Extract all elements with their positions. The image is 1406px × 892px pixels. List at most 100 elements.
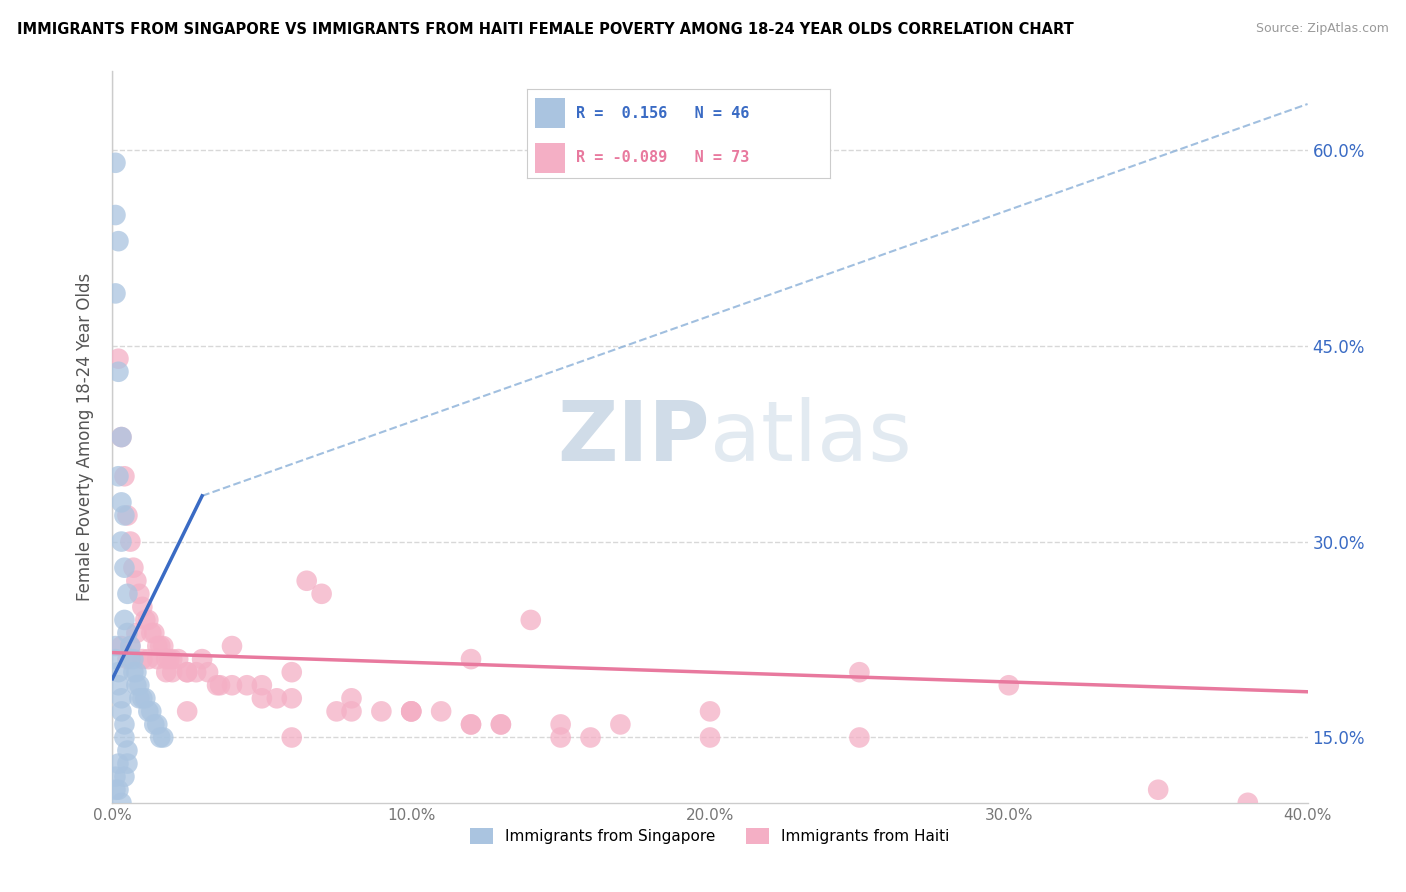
- FancyBboxPatch shape: [534, 143, 565, 173]
- Point: [1147, 782, 1170, 797]
- Point: [122, 560, 145, 574]
- Point: [848, 731, 870, 745]
- Point: [149, 639, 172, 653]
- Point: [699, 705, 721, 719]
- Point: [176, 665, 198, 680]
- Point: [1237, 796, 1260, 810]
- Point: [107, 678, 129, 692]
- Text: ZIP: ZIP: [558, 397, 710, 477]
- Point: [120, 639, 142, 653]
- Point: [107, 665, 129, 680]
- Point: [117, 743, 139, 757]
- Point: [401, 705, 423, 719]
- Point: [266, 691, 288, 706]
- Point: [162, 665, 183, 680]
- Point: [176, 705, 198, 719]
- Text: atlas: atlas: [710, 397, 911, 477]
- Point: [125, 678, 148, 692]
- Point: [141, 626, 163, 640]
- Point: [550, 717, 572, 731]
- Point: [110, 495, 132, 509]
- Point: [281, 731, 304, 745]
- Point: [120, 534, 142, 549]
- Point: [128, 691, 150, 706]
- Point: [149, 731, 172, 745]
- Point: [114, 717, 135, 731]
- Point: [295, 574, 318, 588]
- Point: [176, 665, 198, 680]
- Point: [117, 587, 139, 601]
- Point: [110, 705, 132, 719]
- Point: [460, 652, 482, 666]
- Point: [138, 613, 160, 627]
- Point: [236, 678, 259, 692]
- Point: [114, 770, 135, 784]
- Text: R =  0.156   N = 46: R = 0.156 N = 46: [575, 106, 749, 120]
- Point: [205, 678, 228, 692]
- Point: [114, 508, 135, 523]
- Point: [125, 665, 148, 680]
- Point: [110, 691, 132, 706]
- Point: [128, 587, 150, 601]
- Point: [138, 705, 160, 719]
- Point: [110, 534, 132, 549]
- Point: [162, 652, 183, 666]
- Point: [998, 678, 1021, 692]
- Legend: Immigrants from Singapore, Immigrants from Haiti: Immigrants from Singapore, Immigrants fr…: [464, 822, 956, 850]
- Point: [325, 705, 347, 719]
- Point: [430, 705, 453, 719]
- Point: [401, 705, 423, 719]
- Point: [146, 652, 169, 666]
- Point: [146, 639, 169, 653]
- Point: [221, 678, 243, 692]
- Point: [110, 430, 132, 444]
- Point: [281, 691, 304, 706]
- Point: [152, 731, 174, 745]
- Point: [460, 717, 482, 731]
- Point: [141, 705, 163, 719]
- Point: [104, 208, 127, 222]
- Point: [155, 652, 177, 666]
- Point: [155, 665, 177, 680]
- Point: [104, 156, 127, 170]
- Point: [114, 613, 135, 627]
- Point: [117, 626, 139, 640]
- Point: [579, 731, 602, 745]
- FancyBboxPatch shape: [534, 98, 565, 128]
- Point: [107, 756, 129, 771]
- Point: [250, 691, 273, 706]
- Point: [221, 639, 243, 653]
- Point: [489, 717, 512, 731]
- Point: [107, 469, 129, 483]
- Point: [107, 782, 129, 797]
- Point: [120, 639, 142, 653]
- Point: [117, 652, 139, 666]
- Point: [191, 652, 214, 666]
- Point: [157, 652, 180, 666]
- Point: [131, 599, 153, 614]
- Point: [107, 234, 129, 248]
- Point: [250, 678, 273, 692]
- Point: [131, 691, 153, 706]
- Point: [104, 770, 127, 784]
- Point: [143, 717, 166, 731]
- Point: [370, 705, 392, 719]
- Point: [122, 665, 145, 680]
- Point: [197, 665, 219, 680]
- Point: [114, 469, 135, 483]
- Point: [489, 717, 512, 731]
- Point: [186, 665, 208, 680]
- Point: [104, 782, 127, 797]
- Text: R = -0.089   N = 73: R = -0.089 N = 73: [575, 151, 749, 165]
- Point: [114, 731, 135, 745]
- Y-axis label: Female Poverty Among 18-24 Year Olds: Female Poverty Among 18-24 Year Olds: [76, 273, 94, 601]
- Point: [699, 731, 721, 745]
- Point: [520, 613, 543, 627]
- Point: [128, 678, 150, 692]
- Point: [104, 639, 127, 653]
- Point: [167, 652, 190, 666]
- Point: [138, 652, 160, 666]
- Point: [117, 756, 139, 771]
- Point: [340, 691, 363, 706]
- Point: [125, 574, 148, 588]
